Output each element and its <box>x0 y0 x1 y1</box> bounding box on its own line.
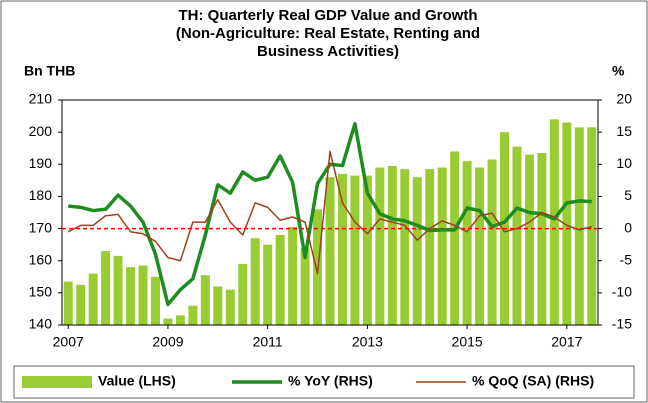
y2-tick-label: 20 <box>616 91 632 107</box>
bar <box>88 273 98 325</box>
bar <box>437 167 447 325</box>
legend-label: Value (LHS) <box>98 373 176 389</box>
bar <box>288 226 298 325</box>
bar <box>163 318 173 325</box>
x-tick-label: 2013 <box>352 334 383 350</box>
bar <box>188 305 198 325</box>
y-tick-label: 140 <box>29 316 53 332</box>
bar <box>263 244 273 325</box>
line <box>68 122 592 307</box>
bar <box>225 289 235 325</box>
bar <box>300 247 310 325</box>
bar <box>512 146 522 325</box>
y-tick-label: 210 <box>29 91 53 107</box>
chart-title: (Non-Agriculture: Real Estate, Renting a… <box>176 25 480 42</box>
bar <box>63 281 73 325</box>
bar <box>425 169 435 325</box>
chart-title: Business Activities) <box>257 43 399 60</box>
bar <box>213 286 223 325</box>
bar <box>175 315 185 325</box>
chart-title: TH: Quarterly Real GDP Value and Growth <box>179 7 478 24</box>
y-tick-label: 190 <box>29 155 53 171</box>
y2-tick-label: 10 <box>616 155 632 171</box>
y2-tick-label: -15 <box>612 316 632 332</box>
x-tick-label: 2011 <box>253 334 283 350</box>
legend <box>13 365 635 399</box>
legend-label: % YoY (RHS) <box>288 373 373 389</box>
bar <box>76 284 86 325</box>
y-tick-label: 160 <box>29 251 53 267</box>
bar <box>101 251 111 325</box>
bar <box>412 177 422 325</box>
bar <box>375 167 385 325</box>
bar <box>549 119 559 326</box>
bar <box>337 173 347 325</box>
x-tick-label: 2015 <box>452 334 483 350</box>
x-tick-label: 2009 <box>152 334 183 350</box>
bar <box>275 235 285 325</box>
legend-swatch <box>22 376 92 388</box>
y-tick-label: 170 <box>29 219 53 235</box>
bar <box>238 263 248 325</box>
bar <box>113 255 123 325</box>
plot-border <box>61 99 599 326</box>
bar <box>138 265 148 325</box>
bar <box>562 122 572 325</box>
y2-tick-label: 5 <box>624 187 632 203</box>
bar <box>487 159 497 325</box>
bar <box>387 165 397 325</box>
bar <box>524 154 534 325</box>
y-tick-label: 180 <box>29 187 53 203</box>
bar <box>574 127 584 325</box>
bar <box>200 275 210 325</box>
bar <box>126 267 136 325</box>
bar <box>450 151 460 325</box>
bar <box>587 127 597 325</box>
y-tick-label: 150 <box>29 284 53 300</box>
bar <box>250 238 260 325</box>
bar <box>400 169 410 325</box>
x-tick-label: 2017 <box>551 334 582 350</box>
bar <box>350 175 360 325</box>
y2-tick-label: 15 <box>616 123 632 139</box>
bar <box>362 175 372 325</box>
y-tick-label: 200 <box>29 123 53 139</box>
bar <box>151 276 160 325</box>
bar <box>537 153 547 325</box>
legend-label: % QoQ (SA) (RHS) <box>472 373 594 389</box>
y2-axis-label: % <box>612 63 625 79</box>
y2-tick-label: -5 <box>620 251 633 267</box>
x-tick-label: 2007 <box>53 334 84 350</box>
bar <box>475 167 485 325</box>
line <box>67 150 592 275</box>
y2-tick-label: -10 <box>612 284 632 300</box>
y2-tick-label: 0 <box>624 219 632 235</box>
bar <box>325 177 335 325</box>
y-axis-label: Bn THB <box>24 63 75 79</box>
bar <box>462 161 472 325</box>
